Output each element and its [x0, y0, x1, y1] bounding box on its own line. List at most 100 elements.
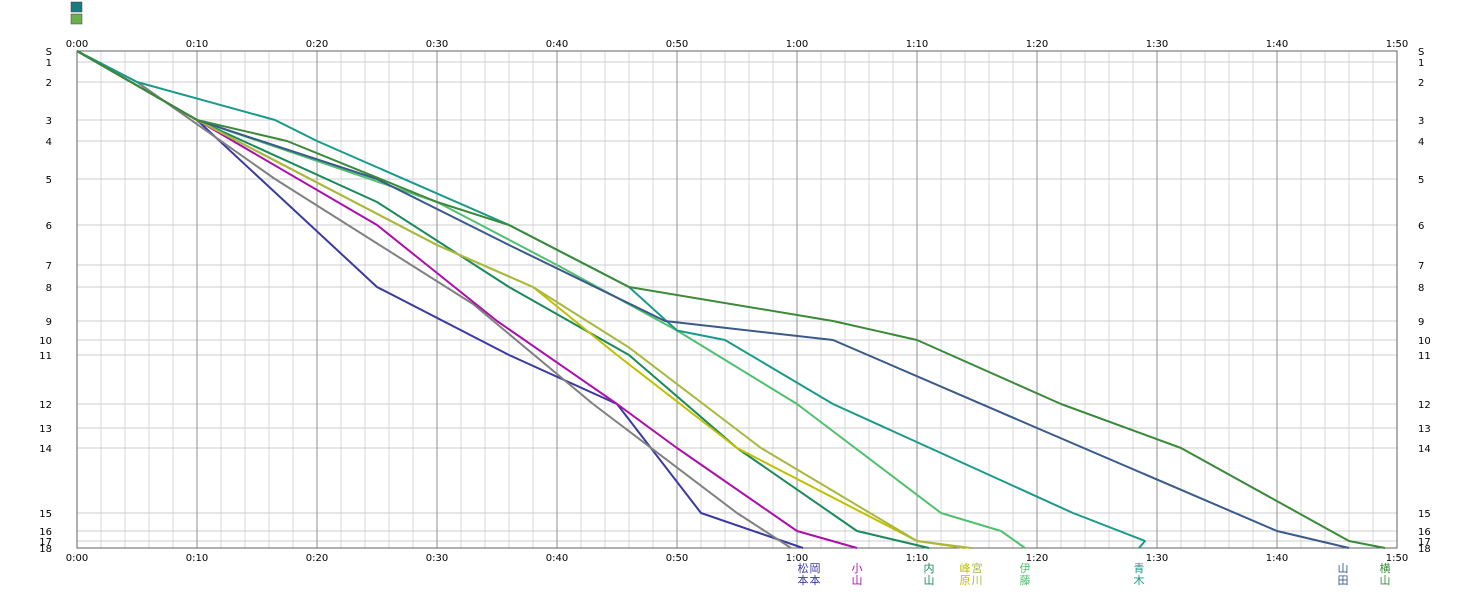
grid-major — [76, 50, 1398, 549]
train-line-8 — [76, 50, 1146, 549]
station-label-left: 14 — [39, 444, 52, 455]
x-tick-bottom-label: 1:10 — [906, 553, 928, 564]
station-label-right: S — [1418, 47, 1424, 58]
station-label-left: 1 — [46, 58, 52, 69]
x-tick-top-label: 1:40 — [1266, 39, 1288, 50]
station-label-right: 18 — [1418, 544, 1431, 555]
station-label-left: 4 — [46, 137, 52, 148]
train-line-1 — [76, 50, 804, 549]
x-tick-bottom-label: 0:20 — [306, 553, 328, 564]
terminal-label-char: 青 — [1134, 562, 1145, 575]
station-label-right: 1 — [1418, 58, 1424, 69]
terminal-label-char: 本 — [798, 573, 809, 587]
x-tick-bottom-label: 0:10 — [186, 553, 208, 564]
station-label-left: 2 — [46, 78, 52, 89]
terminal-label-char: 田 — [1338, 574, 1349, 587]
station-label-left: 18 — [39, 544, 52, 555]
station-label-right: 15 — [1418, 509, 1431, 520]
terminal-label-char: 藤 — [1020, 574, 1031, 587]
station-label-left: 7 — [46, 261, 52, 272]
x-ticks-bottom: 0:00 0:10 0:20 0:30 0:40 0:50 1:00 1:10 1:20 1:30… — [66, 553, 1408, 564]
station-label-right: 10 — [1418, 336, 1431, 347]
station-label-left: 12 — [39, 400, 52, 411]
station-label-left: 11 — [39, 351, 52, 362]
station-label-right: 17 — [1418, 537, 1431, 548]
x-tick-bottom-label: 1:00 — [786, 553, 808, 564]
terminal-label: 内山 — [924, 561, 935, 587]
x-tick-top-label: 0:50 — [666, 39, 688, 50]
train-line-10 — [76, 50, 1386, 549]
station-label-right: 16 — [1418, 527, 1431, 538]
x-tick-top-label: 0:40 — [546, 39, 568, 50]
x-tick-bottom-label: 0:40 — [546, 553, 568, 564]
legend-swatch-1 — [70, 1, 83, 13]
terminal-label-char: 原 — [960, 574, 971, 587]
train-line-6 — [76, 50, 972, 549]
station-label-left: 3 — [46, 116, 52, 127]
x-tick-bottom-label: 1:30 — [1146, 553, 1168, 564]
x-tick-bottom-label: 1:20 — [1026, 553, 1048, 564]
terminal-label: 山田 — [1338, 562, 1349, 587]
station-label-left: 15 — [39, 509, 52, 520]
x-tick-top-label: 1:20 — [1026, 39, 1048, 50]
terminal-label: 小山 — [852, 562, 863, 587]
x-ticks-top: 0:00 0:10 0:20 0:30 0:40 0:50 1:00 1:10 1:20 1:30… — [66, 39, 1408, 50]
terminal-label: 伊藤 — [1020, 562, 1031, 587]
station-label-left: 10 — [39, 336, 52, 347]
train-line-9 — [76, 50, 1350, 549]
station-label-left: 13 — [39, 424, 52, 435]
terminal-label-char: 横 — [1380, 561, 1391, 575]
terminal-label-char: 小 — [852, 562, 863, 575]
terminal-label-char: 山 — [924, 574, 935, 587]
terminal-label-char: 内 — [924, 561, 935, 575]
station-label-right: 3 — [1418, 116, 1424, 127]
station-label-right: 12 — [1418, 400, 1431, 411]
train-line-2 — [76, 50, 792, 549]
terminal-label: 岡本 — [810, 562, 821, 587]
station-label-left: 9 — [46, 317, 52, 328]
station-label-left: 6 — [46, 221, 52, 232]
terminal-label: 松本 — [798, 561, 809, 587]
station-label-right: 6 — [1418, 221, 1424, 232]
legend-swatch-2 — [70, 13, 83, 25]
legend — [70, 1, 83, 25]
x-tick-bottom-label: 1:40 — [1266, 553, 1288, 564]
terminal-label: 峰原 — [960, 562, 971, 587]
terminal-label: 宮川 — [972, 561, 983, 587]
x-tick-top-label: 1:30 — [1146, 39, 1168, 50]
station-label-right: 4 — [1418, 137, 1424, 148]
station-label-left: 16 — [39, 527, 52, 538]
terminal-label-char: 山 — [852, 574, 863, 587]
series-lines — [76, 50, 1386, 549]
terminal-label-char: 山 — [1338, 562, 1349, 575]
station-label-left: S — [46, 47, 52, 58]
terminal-label-char: 山 — [1380, 574, 1391, 587]
terminal-label-char: 宮 — [972, 561, 983, 575]
x-tick-top-label: 1:10 — [906, 39, 928, 50]
terminal-label-char: 松 — [798, 561, 809, 575]
x-tick-top-label: 0:30 — [426, 39, 448, 50]
station-label-right: 8 — [1418, 283, 1424, 294]
station-label-right: 9 — [1418, 317, 1424, 328]
x-tick-top-label: 1:00 — [786, 39, 808, 50]
terminal-label-char: 川 — [972, 574, 983, 587]
station-label-right: 11 — [1418, 351, 1431, 362]
station-label-right: 5 — [1418, 175, 1424, 186]
plot-frame — [76, 50, 1398, 549]
terminal-label-char: 岡 — [810, 562, 821, 575]
station-label-left: 17 — [39, 537, 52, 548]
x-tick-bottom-label: 0:30 — [426, 553, 448, 564]
terminal-label-char: 本 — [810, 573, 821, 587]
x-tick-top-label: 0:20 — [306, 39, 328, 50]
station-label-right: 13 — [1418, 424, 1431, 435]
terminal-label: 青木 — [1134, 562, 1145, 587]
terminal-label-char: 木 — [1134, 574, 1145, 587]
x-tick-bottom-label: 1:50 — [1386, 553, 1408, 564]
station-label-right: 14 — [1418, 444, 1431, 455]
grid-minor — [100, 51, 1374, 548]
station-label-left: 5 — [46, 175, 52, 186]
train-line-3 — [76, 50, 858, 549]
